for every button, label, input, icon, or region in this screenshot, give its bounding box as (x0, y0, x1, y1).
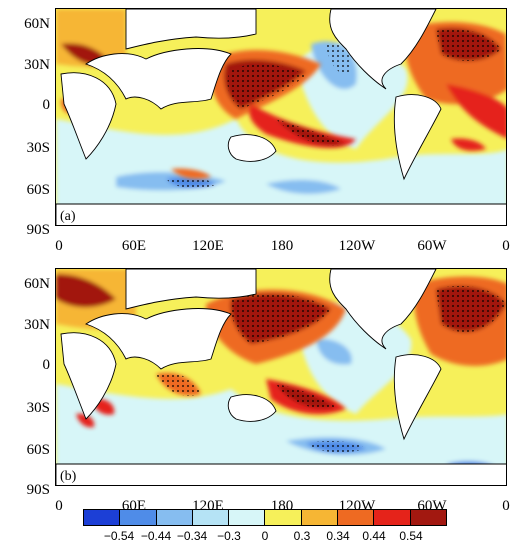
colorbar-label-4: −0.3 (217, 529, 241, 543)
correlation-map-b (56, 269, 506, 485)
lat-label-a-60n: 60N (24, 16, 50, 32)
lon-label-a-60e: 60E (121, 238, 147, 254)
colorbar-box-5 (229, 510, 266, 525)
map-panel-a: (a) (55, 8, 507, 226)
panel-label-a: (a) (59, 209, 77, 224)
lon-label-a-120w: 120W (338, 238, 376, 254)
colorbar-label-8: 0.44 (362, 529, 386, 543)
colorbar-box-2 (120, 510, 157, 525)
lon-label-a-60w: 60W (417, 238, 447, 254)
lat-label-a-30s: 30S (26, 140, 50, 156)
colorbar-label-3: −0.34 (176, 529, 208, 543)
colorbar-label-7: 0.34 (326, 529, 350, 543)
lat-label-b-60n: 60N (24, 276, 50, 292)
lat-label-a-eq: 0 (42, 97, 51, 113)
colorbar-label-1: −0.54 (103, 529, 135, 543)
continents (56, 9, 506, 225)
antarctica-landmass (56, 203, 506, 225)
colorbar-box-4 (192, 510, 230, 525)
colorbar-box-9 (374, 510, 411, 525)
north-america-landmass (329, 269, 437, 350)
map-panel-b: (b) (55, 268, 507, 486)
colorbar-label-5: 0 (261, 529, 269, 543)
lat-label-a-30n: 30N (24, 57, 50, 73)
colorbar-box-7 (301, 510, 339, 525)
africa-landmass (60, 332, 117, 420)
lat-label-b-30n: 30N (24, 317, 50, 333)
lat-label-b-60s: 60S (26, 442, 50, 458)
continents (56, 269, 506, 485)
significance-stipple (166, 29, 501, 189)
south-america-landmass (393, 94, 442, 181)
antarctica-landmass (56, 463, 506, 485)
panel-label-b: (b) (59, 469, 78, 484)
australia-landmass (227, 394, 277, 422)
colorbar-label-9: 0.54 (399, 529, 423, 543)
colorbar-box-10 (410, 510, 446, 525)
colorbar-box-8 (338, 510, 375, 525)
lon-label-a-180: 180 (270, 238, 294, 254)
lon-label-a-0: 0 (55, 238, 63, 254)
colorbar-box-6 (265, 510, 302, 525)
lat-label-b-eq: 0 (42, 357, 51, 373)
australia-landmass (227, 134, 277, 162)
eurasia-landmass (84, 308, 232, 370)
northern-eurasia-landmass (125, 9, 257, 50)
lat-label-b-30s: 30S (26, 400, 50, 416)
colorbar-box-3 (156, 510, 193, 525)
colorbar-box-1 (84, 510, 121, 525)
eurasia-landmass (84, 48, 232, 110)
colorbar-label-6: 0.3 (293, 529, 311, 543)
colorbar-label-2: −0.44 (140, 529, 172, 543)
lat-label-a-60s: 60S (26, 182, 50, 198)
colorbar (83, 509, 447, 526)
lon-label-a-0e: 0 (502, 238, 510, 254)
lon-label-b-0: 0 (55, 498, 63, 514)
lon-label-a-120e: 120E (192, 238, 224, 254)
south-america-landmass (393, 354, 442, 441)
lon-label-b-0e: 0 (502, 498, 510, 514)
north-america-landmass (329, 9, 437, 90)
northern-eurasia-landmass (125, 269, 257, 310)
significance-stipple (156, 285, 506, 453)
africa-landmass (60, 72, 117, 160)
lat-label-a-90s: 90S (26, 222, 50, 238)
lat-label-b-90s: 90S (26, 482, 50, 498)
correlation-map-a (56, 9, 506, 225)
